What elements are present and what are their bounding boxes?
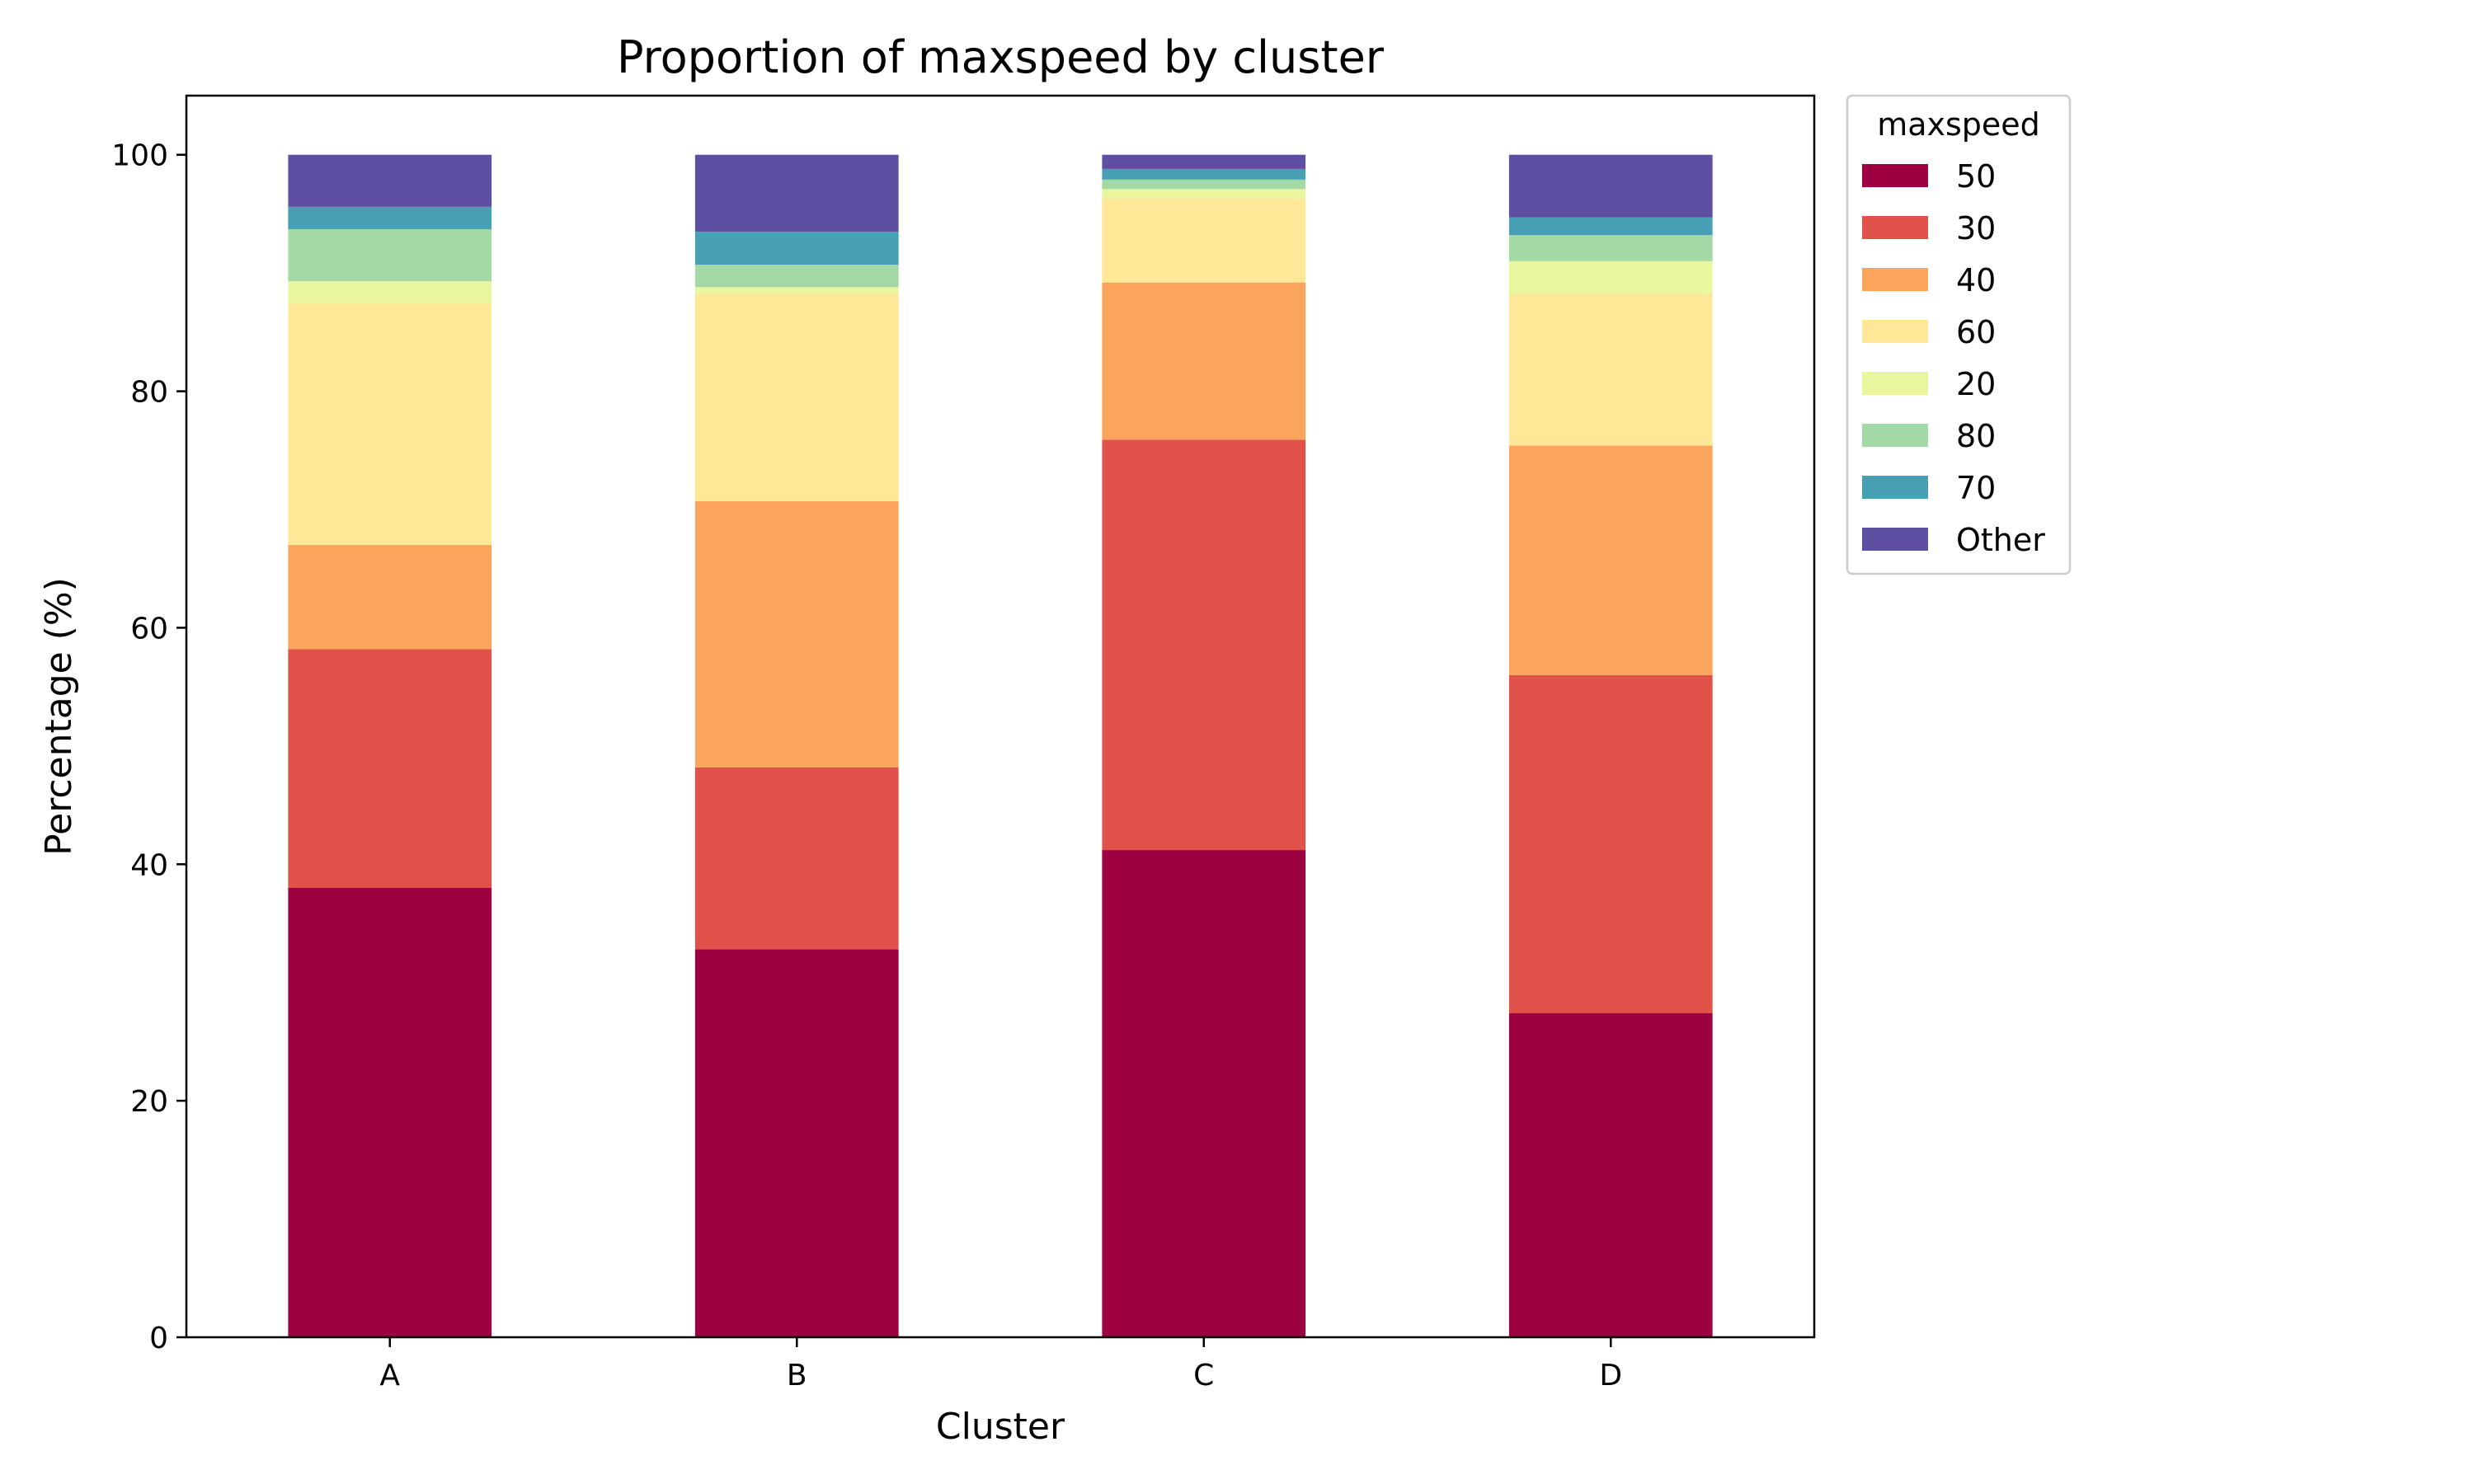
y-tick-label-40: 40 [130,848,168,882]
x-tick-label-D: D [1599,1359,1622,1392]
legend-items: 50 30 40 60 20 80 70 Other [1862,158,2045,558]
legend-box [1846,94,2072,575]
legend-swatch-40 [1862,268,1928,291]
plot-frame [185,94,1816,1339]
legend-title: maxspeed [1877,106,2040,143]
bar-segment-C-20 [1102,189,1306,199]
bar-segment-D-Other [1508,154,1713,218]
legend-label-80: 80 [1956,418,1996,454]
bar-segment-C-80 [1102,179,1306,190]
x-axis: A B C D [379,1337,1622,1392]
bar-segment-C-30 [1102,439,1306,851]
legend-label-30: 30 [1956,210,1996,247]
legend-label-70: 70 [1956,470,1996,506]
bar-segment-A-Other [288,154,492,207]
legend-swatch-50 [1862,164,1928,187]
x-axis-title: Cluster [936,1406,1065,1448]
bar-segment-D-80 [1508,235,1713,261]
chart-title: Proportion of maxspeed by cluster [617,31,1385,83]
bar-segment-B-Other [694,154,899,232]
bar-segment-A-60 [288,303,492,546]
y-tick-label-0: 0 [149,1322,168,1355]
bar-segment-A-20 [288,281,492,304]
legend-label-50: 50 [1956,158,1996,195]
bar-segment-B-60 [694,294,899,501]
bar-segment-B-70 [694,231,899,265]
bar-segment-C-70 [1102,168,1306,180]
bar-segment-C-Other [1102,154,1306,169]
bar-segment-A-40 [288,545,492,650]
y-axis-title: Percentage (%) [38,577,80,856]
legend-swatch-Other [1862,528,1928,551]
bar-segment-A-80 [288,229,492,282]
bar-segment-B-80 [694,265,899,288]
legend-swatch-70 [1862,476,1928,499]
bar-segment-D-40 [1508,445,1713,675]
bar-segment-D-50 [1508,1013,1713,1337]
bars-layer [288,154,1713,1337]
bar-segment-B-30 [694,767,899,950]
x-tick-label-C: C [1193,1359,1214,1392]
bar-segment-C-50 [1102,850,1306,1337]
bar-segment-C-60 [1102,198,1306,283]
bar-segment-A-50 [288,887,492,1337]
y-tick-label-100: 100 [111,139,168,173]
bar-segment-C-40 [1102,282,1306,440]
bar-segment-D-60 [1508,294,1713,446]
x-tick-label-A: A [379,1359,400,1392]
bar-segment-A-70 [288,206,492,230]
legend-label-60: 60 [1956,314,1996,350]
bar-segment-B-50 [694,949,899,1337]
bar-segment-D-30 [1508,674,1713,1014]
legend-swatch-20 [1862,372,1928,395]
y-tick-label-20: 20 [130,1085,168,1119]
y-tick-label-60: 60 [130,612,168,646]
legend: maxspeed 50 30 40 60 20 80 70 Other [1846,94,2072,575]
y-tick-label-80: 80 [130,376,168,410]
bar-segment-B-40 [694,500,899,768]
legend-label-20: 20 [1956,366,1996,402]
bar-segment-B-20 [694,287,899,294]
y-axis: 0 20 40 60 80 100 [111,139,186,1355]
bar-segment-D-70 [1508,217,1713,236]
legend-swatch-30 [1862,216,1928,239]
bar-segment-A-30 [288,649,492,888]
x-tick-label-B: B [787,1359,807,1392]
bar-segment-D-20 [1508,261,1713,294]
legend-label-40: 40 [1956,262,1996,298]
legend-swatch-80 [1862,424,1928,447]
legend-label-Other: Other [1956,522,2045,558]
legend-swatch-60 [1862,320,1928,343]
